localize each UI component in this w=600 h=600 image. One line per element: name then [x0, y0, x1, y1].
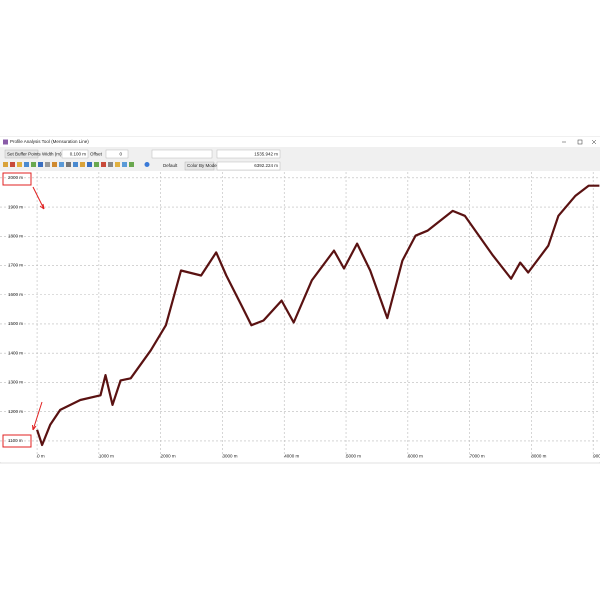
y-tick-label: 1500 m — [8, 321, 23, 326]
width-input[interactable] — [61, 149, 89, 159]
buffer-button-label: Set Buffer Points — [7, 152, 41, 157]
x-tick-label: 0 m — [37, 454, 45, 459]
y-tick-label: 1700 m — [8, 263, 23, 268]
buffer-button[interactable] — [4, 149, 39, 159]
y-tick-label: 1400 m — [8, 350, 23, 355]
x-tick-label: 1000 m — [99, 454, 114, 459]
profile-line — [36, 184, 600, 447]
x-tick-label: 7000 m — [470, 454, 485, 459]
tool-icons — [3, 162, 150, 167]
maximize-button[interactable] — [577, 139, 583, 145]
y-tick-label: 1800 m — [8, 233, 23, 238]
y-tick-label: 1600 m — [8, 292, 23, 297]
x-tick-label: 4000 m — [284, 454, 299, 459]
offset-label: Offset — [90, 152, 103, 157]
y-tick-label: 1200 m — [8, 409, 23, 414]
color-button-label: Color By Model — [187, 163, 218, 168]
y-tick-label: 1100 m — [8, 438, 23, 443]
x-tick-label: 9000 m — [593, 454, 600, 459]
y-tick-label: 1300 m — [8, 380, 23, 385]
dropdown[interactable] — [151, 149, 213, 159]
arrow — [32, 401, 43, 431]
color-button[interactable] — [184, 161, 215, 171]
arrow — [32, 186, 45, 210]
x-tick-label: 3000 m — [222, 454, 237, 459]
distance-field — [216, 161, 281, 171]
distance-value: 6392.224 m — [254, 163, 278, 168]
y-tick-label: 1900 m — [8, 204, 23, 209]
highlight-box — [2, 434, 32, 448]
y-tick-label: 2000 m — [8, 175, 23, 180]
chart: 1100 m 1200 m 1300 m 1400 m 1500 m 1600 m 1700… — [0, 172, 600, 460]
x-tick-label: 6000 m — [408, 454, 423, 459]
plot-area — [0, 171, 600, 462]
app-icon — [3, 139, 8, 145]
x-tick-label: 2000 m — [161, 454, 176, 459]
width-value: 0.100 m — [70, 152, 87, 157]
mode-label: Default — [163, 163, 178, 168]
title-bar — [0, 137, 600, 147]
distance-field — [216, 149, 281, 159]
offset-input[interactable] — [105, 149, 129, 159]
x-tick-label: 8000 m — [531, 454, 546, 459]
toolbar — [0, 147, 600, 171]
x-tick-label: 5000 m — [346, 454, 361, 459]
width-label: Width (m) — [42, 152, 62, 157]
distance-value: 1535.942 m — [254, 152, 278, 157]
close-button[interactable] — [591, 139, 597, 145]
window-title: Profile Analysis Tool (Mensuration Line) — [10, 139, 89, 144]
highlight-box — [2, 172, 32, 186]
offset-value: 0 — [119, 152, 122, 157]
